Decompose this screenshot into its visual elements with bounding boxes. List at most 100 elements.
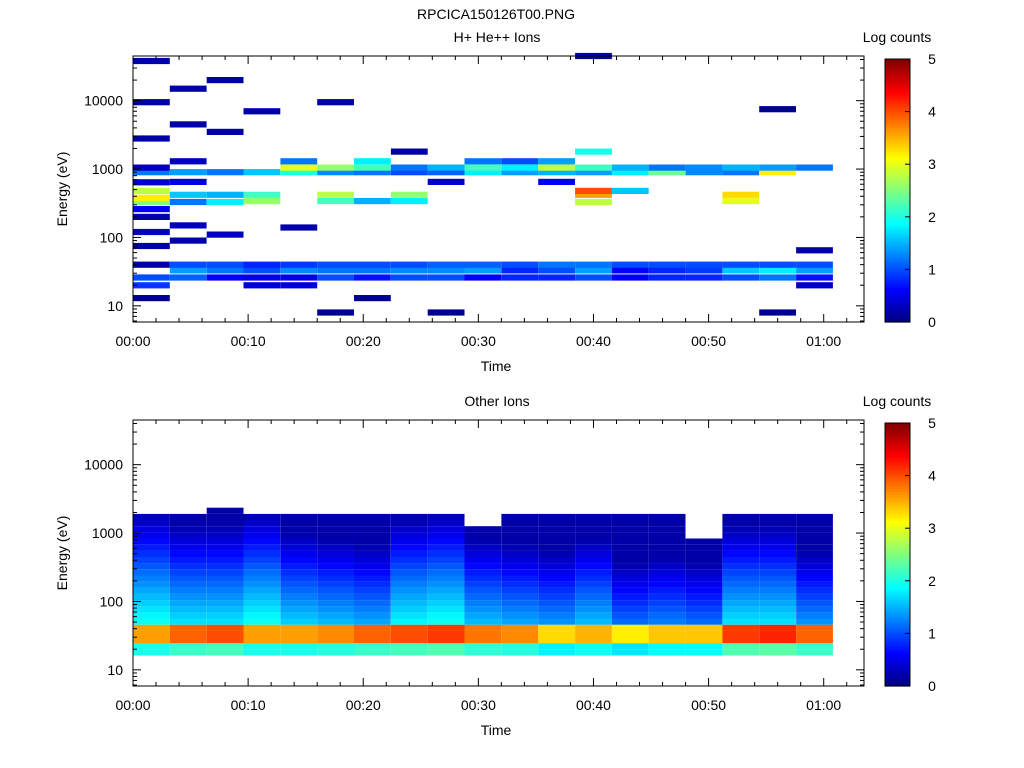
heatmap-cell [390,538,428,545]
colorbar-segment [885,662,910,666]
heatmap-cell [427,600,465,607]
heatmap-cell [390,148,428,155]
colorbar-segment [885,572,910,577]
heatmap-cell [575,526,612,533]
heatmap-cell [722,587,760,594]
heatmap-cell [427,550,465,557]
heatmap-cell [280,267,318,274]
colorbar-segment [885,190,910,194]
colorbar-segment [885,232,910,236]
heatmap-cell [464,267,502,274]
heatmap-cell [317,637,354,644]
heatmap-cell [243,282,281,289]
heatmap-cell [317,557,354,564]
colorbar-segment [885,433,910,437]
colorbar-segment [885,570,910,574]
heatmap-cell [280,637,318,644]
colorbar-segment [885,235,910,239]
colorbar-segment [885,148,910,152]
heatmap-cell [685,606,723,613]
colorbar-segment [885,683,910,687]
x-tick-label: 00:10 [231,697,266,713]
heatmap-cell [206,520,244,527]
heatmap-cell [169,606,207,613]
colorbar-segment [885,449,910,453]
colorbar-segment [885,614,910,619]
heatmap-cell [611,274,649,281]
heatmap-cell [538,624,575,631]
heatmap-cell [575,191,612,198]
heatmap-cell [390,606,428,613]
heatmap-cell [169,169,207,176]
heatmap-cell [796,274,833,281]
colorbar-segment [885,282,910,286]
heatmap-cell [538,169,575,176]
heatmap-cell [243,261,281,268]
heatmap-cell [133,198,170,206]
heatmap-cell [611,261,649,268]
colorbar-segment [885,612,910,616]
heatmap-cell [169,237,207,244]
colorbar-segment [885,266,910,270]
colorbar-segment [885,72,910,76]
heatmap-cell [759,164,796,171]
heatmap-cell [538,513,575,521]
heatmap-cell [243,618,281,625]
heatmap-cell [685,557,723,564]
heatmap-cell [243,575,281,582]
heatmap-cell [759,557,796,564]
heatmap-cell [648,274,686,281]
heatmap-cell [317,618,354,625]
heatmap-cell [759,624,796,631]
x-tick-label: 00:40 [576,333,611,349]
colorbar-segment [885,651,910,656]
heatmap-cell [464,158,502,165]
colorbar-segment [885,664,910,669]
heatmap-cell [243,649,281,656]
heatmap-cell [206,274,244,281]
heatmap-cell [133,606,170,613]
heatmap-cell [464,164,502,171]
heatmap-cell [501,513,539,521]
heatmap-cell [685,164,723,171]
heatmap-cell [280,624,318,631]
colorbar-segment [885,588,910,592]
heatmap-cell [390,649,428,656]
heatmap-cell [354,569,391,576]
heatmap-cell [575,198,612,206]
heatmap-cell [501,630,539,637]
heatmap-cell [538,261,575,268]
heatmap-cell [538,600,575,607]
heatmap-cell [280,569,318,576]
colorbar-tick-label: 1 [928,625,936,641]
heatmap-cell [759,606,796,613]
heatmap-cell [538,581,575,588]
heatmap-cell [648,550,686,557]
heatmap-cell [648,532,686,539]
heatmap-cell [722,532,760,539]
colorbar-segment [885,64,910,68]
heatmap-cell [501,563,539,570]
heatmap-cell [354,563,391,570]
colorbar-tick-label: 4 [928,468,936,484]
heatmap-cell [243,563,281,570]
heatmap-cell [133,99,170,106]
heatmap-cell [354,606,391,613]
heatmap-cell [796,526,833,533]
colorbar-segment [885,245,910,249]
heatmap-cell [685,612,723,619]
heatmap-cell [759,267,796,274]
heatmap-cell [133,618,170,625]
heatmap-cell [575,630,612,637]
heatmap-cell [280,612,318,619]
heatmap-cell [133,538,170,545]
colorbar-segment [885,543,910,548]
colorbar-segment [885,583,910,587]
heatmap-cell [427,649,465,656]
colorbar-segment [885,219,910,223]
heatmap-cell [390,587,428,594]
heatmap-cell [575,267,612,274]
x-axis-label: Time [481,722,512,738]
heatmap-cell [354,526,391,533]
